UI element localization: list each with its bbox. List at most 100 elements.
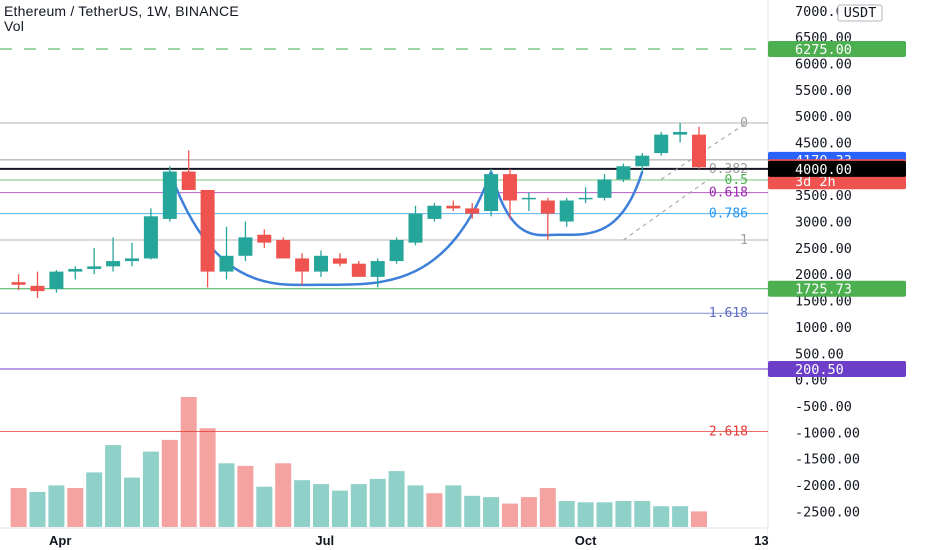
candle-body[interactable]: [635, 155, 650, 167]
candle-body[interactable]: [143, 216, 158, 259]
candle-body[interactable]: [11, 282, 26, 285]
price-tick-label: 3000.00: [795, 215, 852, 231]
price-badge: [768, 361, 906, 378]
candle-body[interactable]: [30, 285, 45, 292]
candle-body[interactable]: [446, 205, 461, 209]
candle-body[interactable]: [503, 174, 517, 201]
fib-level-label: 1: [740, 233, 748, 248]
price-badge-label: 6275.00: [795, 42, 852, 58]
candle-body[interactable]: [540, 200, 555, 214]
candle-body[interactable]: [162, 171, 177, 219]
candle-body[interactable]: [87, 266, 102, 269]
candle-body[interactable]: [389, 239, 404, 262]
candle-body[interactable]: [484, 174, 499, 212]
candle-body[interactable]: [597, 179, 612, 198]
volume-bar: [388, 471, 405, 527]
price-tick-label: 2500.00: [795, 241, 852, 257]
volume-bar: [520, 497, 537, 527]
candle-body[interactable]: [465, 208, 480, 214]
candle-body[interactable]: [332, 258, 347, 264]
cup-pattern-curve: [168, 171, 493, 287]
trend-measure-line: [623, 179, 709, 241]
time-tick-label: Jul: [315, 533, 334, 548]
volume-bar: [634, 501, 651, 527]
volume-bar: [67, 488, 84, 527]
candle-body[interactable]: [654, 134, 669, 154]
price-tick-label: 2000.00: [795, 267, 852, 283]
candle-body[interactable]: [238, 237, 253, 256]
fib-level-label: 2.618: [709, 424, 748, 439]
volume-bar: [596, 502, 613, 527]
fib-level-label: 1.618: [709, 306, 748, 321]
price-tick-label: -1000.00: [795, 425, 860, 441]
volume-bar: [48, 485, 65, 527]
volume-bar: [653, 506, 670, 527]
time-tick-label: Apr: [49, 533, 71, 548]
volume-bar: [615, 501, 632, 527]
time-tick-label: 13: [754, 533, 768, 548]
volume-bar: [237, 465, 254, 527]
candle-body[interactable]: [219, 255, 234, 272]
time-tick-label: Oct: [575, 533, 597, 548]
volume-bar: [142, 451, 159, 527]
candle-body[interactable]: [616, 166, 631, 180]
price-tick-label: 5500.00: [795, 83, 852, 99]
volume-bar: [369, 478, 386, 527]
volume-bar: [256, 486, 273, 527]
volume-bar: [426, 493, 443, 527]
currency-box[interactable]: [837, 4, 883, 22]
volume-bar: [275, 463, 292, 527]
candle-body[interactable]: [314, 255, 328, 272]
candle-body[interactable]: [106, 261, 121, 267]
candle-body[interactable]: [276, 239, 291, 259]
candle-body[interactable]: [559, 200, 574, 222]
price-badge: [768, 41, 906, 58]
candle-body[interactable]: [673, 132, 688, 135]
price-badge-label: 4000.00: [795, 162, 852, 178]
candle-body[interactable]: [200, 189, 215, 272]
candle-body[interactable]: [181, 171, 196, 190]
volume-bar: [29, 491, 46, 527]
candle-body[interactable]: [521, 197, 536, 200]
price-tick-label: -500.00: [795, 399, 852, 415]
currency-label: USDT: [844, 5, 877, 21]
price-tick-label: 6000.00: [795, 57, 852, 73]
candle-body[interactable]: [295, 258, 310, 272]
candle-body[interactable]: [68, 268, 83, 272]
candle-body[interactable]: [49, 271, 64, 289]
candle-body[interactable]: [427, 205, 442, 219]
volume-bar: [105, 445, 122, 527]
candle-body[interactable]: [692, 134, 706, 168]
price-tick-label: 5000.00: [795, 109, 852, 125]
volume-bar: [218, 463, 235, 527]
volume-bar: [331, 490, 348, 527]
price-badge-countdown: 3d 2h: [795, 174, 836, 190]
volume-bar: [86, 472, 103, 527]
price-badge: [768, 160, 906, 177]
candle-body[interactable]: [370, 261, 385, 277]
volume-bar: [445, 485, 462, 527]
candle-body[interactable]: [257, 234, 272, 243]
volume-bar: [672, 506, 689, 527]
candle-body[interactable]: [351, 263, 366, 277]
candle-body[interactable]: [408, 213, 423, 243]
volume-bar: [691, 511, 707, 527]
volume-label: Vol: [4, 18, 25, 34]
candle-body[interactable]: [125, 258, 139, 262]
volume-bar: [407, 485, 424, 527]
price-tick-label: -1500.00: [795, 452, 860, 468]
volume-bar: [161, 439, 178, 527]
candle-body[interactable]: [578, 197, 593, 200]
price-tick-label: 1000.00: [795, 320, 852, 336]
price-badge-label: 200.50: [795, 362, 844, 378]
volume-bar: [464, 495, 481, 527]
volume-bar: [313, 484, 329, 527]
fib-level-label: 0.618: [709, 186, 748, 201]
price-tick-label: 4500.00: [795, 136, 852, 152]
price-tick-label: -2000.00: [795, 478, 860, 494]
chart-title: Ethereum / TetherUS, 1W, BINANCE: [4, 3, 239, 19]
volume-bar: [539, 488, 556, 527]
volume-bar: [124, 477, 140, 527]
